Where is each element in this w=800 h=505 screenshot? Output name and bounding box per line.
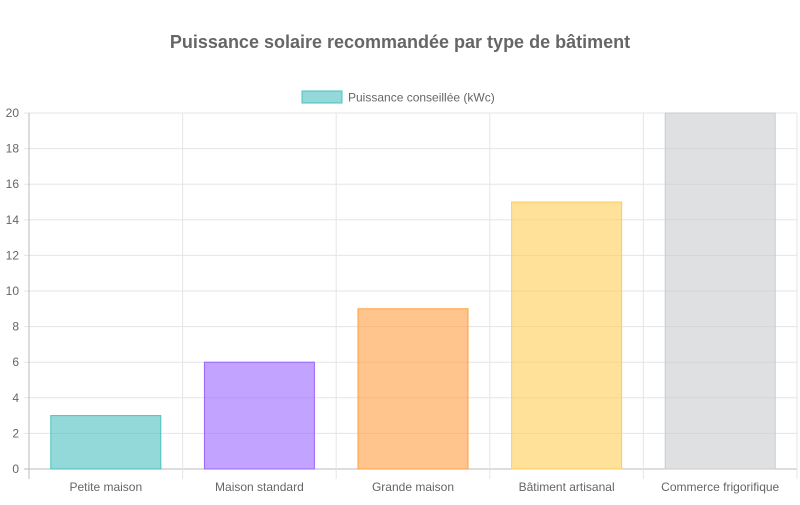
x-tick-label: Petite maison: [69, 480, 142, 494]
y-tick-label: 20: [6, 106, 20, 120]
bar: [511, 201, 623, 470]
y-tick-label: 14: [6, 213, 20, 227]
y-tick-label: 16: [6, 177, 20, 191]
legend[interactable]: Puissance conseillée (kWc): [301, 90, 495, 105]
bars: [50, 112, 776, 470]
x-tick-label: Commerce frigorifique: [661, 480, 779, 494]
x-tick-label: Grande maison: [372, 480, 454, 494]
y-tick-label: 12: [6, 248, 20, 262]
bar: [203, 361, 315, 470]
y-tick-label: 8: [12, 320, 19, 334]
y-tick-label: 6: [12, 355, 19, 369]
y-tick-label: 18: [6, 142, 20, 156]
x-axis: Petite maison Maison standard Grande maiso…: [69, 480, 779, 494]
bar: [664, 112, 776, 470]
bar: [357, 308, 469, 470]
y-tick-label: 2: [12, 426, 19, 440]
bar: [50, 415, 162, 470]
y-tick-label: 10: [6, 284, 20, 298]
x-tick-label: Bâtiment artisanal: [519, 480, 615, 494]
legend-label: Puissance conseillée (kWc): [348, 91, 495, 105]
x-tick-label: Maison standard: [215, 480, 304, 494]
y-tick-label: 4: [12, 391, 19, 405]
chart-title: Puissance solaire recommandée par type d…: [170, 32, 630, 52]
y-tick-label: 0: [12, 462, 19, 476]
legend-swatch: [301, 90, 343, 104]
y-axis: 0 2 4 6 8 10 12 14 16 18 20: [6, 106, 20, 476]
